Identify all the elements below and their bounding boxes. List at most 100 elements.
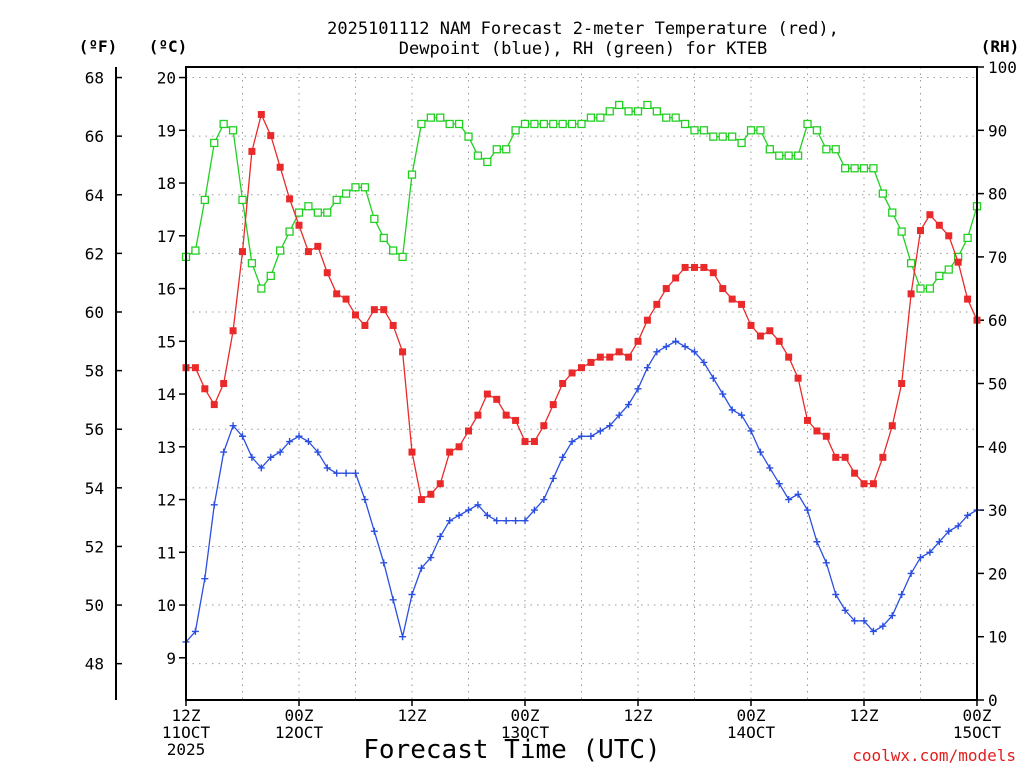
x-tick-label: 2025: [167, 740, 206, 759]
celsius-tick-label: 10: [157, 596, 176, 615]
rh-point: [483, 157, 492, 167]
dewpoint-point: [832, 591, 840, 598]
rh-point: [699, 126, 709, 135]
rh-point: [652, 107, 661, 116]
dewpoint-point: [286, 438, 294, 446]
dewpoint-point: [709, 374, 717, 382]
rh-series: [181, 100, 982, 293]
x-tick-label: 13OCT: [501, 723, 550, 742]
x-tick-label: 00Z: [511, 706, 540, 725]
temperature-point: [342, 295, 350, 303]
temperature-point: [756, 332, 764, 340]
temperature-point: [549, 401, 557, 409]
rh-point: [925, 284, 935, 293]
dewpoint-point: [625, 401, 633, 409]
rh-point: [558, 119, 567, 129]
dewpoint-point: [314, 448, 322, 456]
dewpoint-point: [436, 532, 444, 540]
temperature-point: [436, 480, 444, 488]
rh-point: [756, 126, 765, 135]
fahrenheit-tick-label: 54: [85, 479, 104, 498]
temperature-point: [832, 453, 840, 461]
dewpoint-point: [785, 496, 793, 504]
temperature-point: [257, 110, 265, 118]
rh-point: [323, 208, 332, 217]
rh-point: [680, 119, 690, 129]
rh-point: [897, 227, 906, 236]
temperature-point: [380, 306, 388, 314]
celsius-unit-label: (ºC): [149, 37, 188, 56]
temperature-point: [917, 227, 924, 235]
dewpoint-point: [804, 506, 811, 514]
temperature-point: [389, 321, 397, 329]
temperature-point: [408, 448, 416, 456]
celsius-axis: 9 10 11 12 13 14 15 16 17 18 19 20: [157, 69, 186, 668]
temperature-point: [691, 263, 698, 271]
dewpoint-point: [728, 406, 736, 414]
dewpoint-point: [276, 448, 284, 456]
temperature-point: [483, 390, 491, 398]
rh-point: [200, 195, 209, 205]
dewpoint-point: [521, 517, 529, 525]
rh-point: [341, 189, 351, 198]
rh-point: [916, 284, 925, 293]
fahrenheit-tick-label: 58: [85, 362, 104, 381]
rh-point: [793, 151, 803, 160]
temperature-point: [521, 438, 529, 446]
dewpoint-point: [248, 453, 256, 461]
temperature-point: [239, 248, 246, 256]
rh-axis: 0 10 20 30 40 50 60 70 80 90 100: [977, 58, 1017, 710]
temperature-point: [417, 496, 425, 504]
temperature-point: [869, 480, 877, 488]
plot-frame: [185, 66, 978, 701]
dewpoint-point: [954, 522, 962, 530]
rh-point: [586, 113, 596, 122]
rh-point: [803, 119, 812, 129]
x-tick-label: 12Z: [850, 706, 879, 725]
dewpoint-point: [691, 348, 698, 356]
temperature-point: [888, 422, 896, 430]
dewpoint-point: [926, 548, 934, 556]
x-tick-label: 00Z: [963, 706, 992, 725]
temperature-point: [323, 269, 331, 277]
rh-point: [502, 145, 511, 154]
rh-point: [417, 119, 426, 129]
x-tick-label: 12Z: [172, 706, 201, 725]
rh-point: [690, 126, 699, 135]
dewpoint-point: [662, 343, 670, 351]
rh-point: [841, 164, 850, 173]
x-tick-label: 15OCT: [953, 723, 1002, 742]
rh-point: [869, 164, 878, 173]
rh-point: [878, 189, 887, 198]
rh-point: [831, 145, 840, 154]
temperature-point: [766, 327, 774, 335]
fahrenheit-tick-label: 50: [85, 596, 104, 615]
dewpoint-point: [342, 469, 350, 477]
temperature-point: [210, 401, 218, 409]
rh-point: [294, 208, 304, 217]
temperature-point: [191, 364, 199, 372]
dewpoint-point: [370, 527, 378, 535]
dewpoint-point: [191, 627, 199, 635]
x-axis-title: Forecast Time (UTC): [363, 735, 660, 765]
dewpoint-point: [766, 464, 774, 472]
temperature-point: [568, 369, 576, 377]
rh-point: [238, 195, 247, 205]
dewpoint-point: [822, 559, 830, 567]
dewpoint-point: [210, 501, 218, 509]
dewpoint-point: [917, 554, 924, 562]
rh-tick-label: 70: [988, 248, 1007, 267]
dewpoint-point: [389, 596, 397, 604]
temperature-point: [220, 380, 228, 387]
dewpoint-point: [455, 511, 463, 519]
dewpoint-point: [559, 453, 567, 461]
dewpoint-point: [493, 517, 501, 525]
dewpoint-point: [653, 348, 661, 356]
rh-tick-label: 20: [988, 564, 1007, 583]
rh-point: [662, 113, 671, 122]
celsius-tick-label: 19: [157, 121, 176, 140]
x-tick-label: 11OCT: [162, 723, 211, 742]
dewpoint-point: [323, 464, 331, 472]
temperature-point: [851, 469, 859, 477]
temperature-point: [738, 300, 746, 308]
